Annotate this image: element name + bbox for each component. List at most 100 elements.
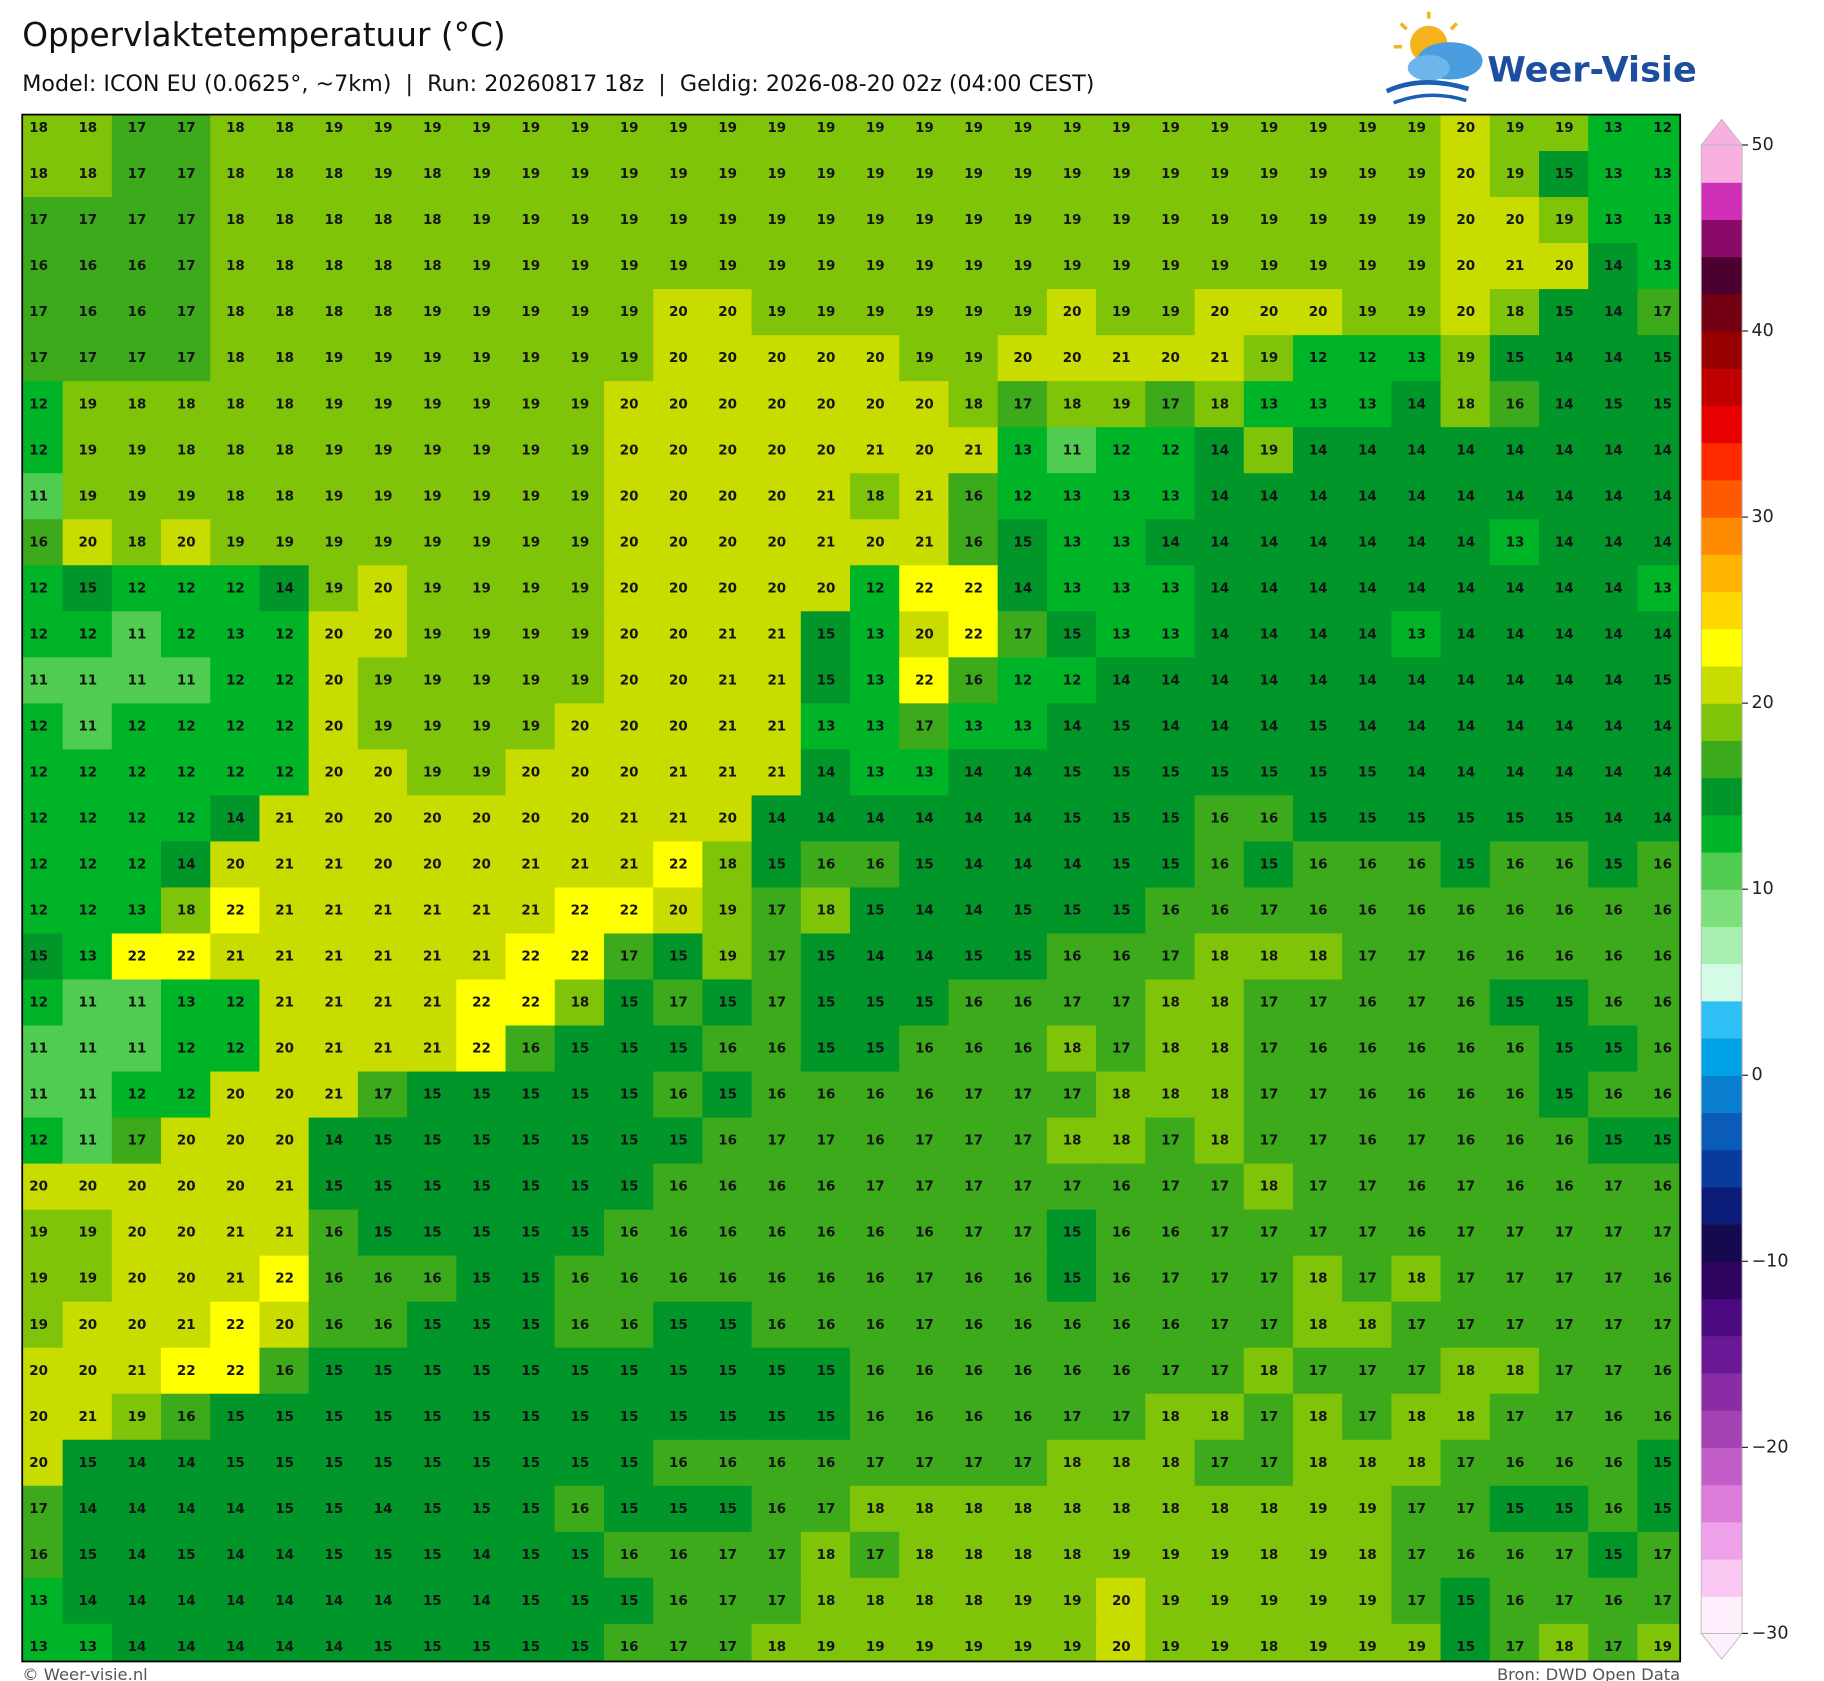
field-cell [1637,197,1681,245]
value-label: 19 [472,719,491,734]
field-cell [1145,979,1196,1027]
field-cell [1096,1209,1147,1257]
value-label: 19 [1653,1640,1672,1655]
field-cell [702,611,753,659]
field-cell [1342,703,1393,751]
field-cell [653,657,704,705]
field-cell [308,657,360,705]
value-label: 19 [964,1640,983,1655]
field-cell [62,1485,113,1533]
field-cell [259,703,310,751]
value-label: 14 [866,950,885,965]
field-cell [554,933,606,981]
value-label: 15 [423,1088,442,1103]
value-label: 14 [964,811,983,826]
value-label: 18 [1112,1456,1131,1471]
value-label: 11 [78,719,97,734]
value-label: 19 [521,305,540,320]
value-label: 19 [1358,121,1377,136]
field-cell [948,887,999,935]
value-label: 21 [866,443,885,458]
field-cell [653,427,704,475]
value-label: 19 [472,443,491,458]
value-label: 15 [472,1088,491,1103]
field-cell [1391,1025,1442,1073]
field-cell [702,887,753,935]
field-cell [1539,427,1590,475]
field-cell [111,1577,163,1626]
value-label: 17 [1456,1456,1475,1471]
field-cell [603,243,655,291]
value-label: 22 [915,581,934,596]
value-label: 19 [571,443,590,458]
value-label: 15 [521,1594,540,1609]
value-label: 17 [29,351,48,366]
value-label: 17 [1309,1088,1328,1103]
value-label: 18 [275,397,294,412]
value-label: 15 [325,1502,344,1517]
value-label: 12 [1309,351,1328,366]
value-label: 19 [571,167,590,182]
field-cell [1145,381,1196,429]
field-cell [1342,1071,1393,1119]
value-label: 21 [767,673,786,688]
value-label: 19 [1014,305,1033,320]
value-label: 15 [226,1456,245,1471]
value-label: 14 [1604,443,1623,458]
field-cell [1637,1025,1681,1073]
field-cell [505,703,556,751]
value-label: 19 [866,121,885,136]
value-label: 15 [325,1180,344,1195]
value-label: 13 [964,719,983,734]
value-label: 18 [1407,1456,1426,1471]
field-cell [1391,1531,1442,1579]
field-cell [1440,289,1491,337]
colorbar-tick-label: 10 [1752,879,1774,899]
field-cell [210,841,261,889]
field-cell [1342,611,1393,659]
value-label: 18 [226,489,245,504]
value-label: 17 [1063,1410,1082,1425]
field-cell [210,1485,261,1533]
field-cell [1391,1255,1442,1303]
value-label: 18 [1456,1364,1475,1379]
field-cell [800,1439,852,1487]
field-cell [1539,657,1590,705]
value-label: 15 [472,1134,491,1149]
colorbar-band [1701,814,1743,853]
field-cell [1096,1117,1147,1165]
field-cell [554,381,606,429]
value-label: 17 [78,213,97,228]
field-cell [111,519,163,567]
value-label: 17 [1604,1180,1623,1195]
value-label: 17 [1555,1272,1574,1287]
value-label: 14 [374,1594,393,1609]
field-cell [1588,289,1639,337]
value-label: 14 [1309,489,1328,504]
field-cell [1243,1301,1295,1349]
value-label: 21 [374,950,393,965]
value-label: 11 [29,1042,48,1057]
field-cell [997,1163,1049,1211]
field-cell [1046,1071,1098,1119]
field-cell [554,473,606,521]
value-label: 15 [620,1502,639,1517]
field-cell [702,933,753,981]
value-label: 15 [620,1180,639,1195]
field-cell [1391,1485,1442,1533]
field-cell [1539,703,1590,751]
field-cell [259,795,310,843]
value-label: 16 [1506,1548,1525,1563]
value-label: 12 [29,1134,48,1149]
value-label: 20 [620,719,639,734]
value-label: 19 [1407,121,1426,136]
field-cell [1243,1025,1295,1073]
value-label: 20 [472,811,491,826]
field-cell [357,519,409,567]
value-label: 20 [325,673,344,688]
value-label: 19 [1161,121,1180,136]
field-cell [161,197,212,245]
field-cell [850,519,901,567]
field-cell [456,1531,507,1579]
field-cell [407,841,458,889]
